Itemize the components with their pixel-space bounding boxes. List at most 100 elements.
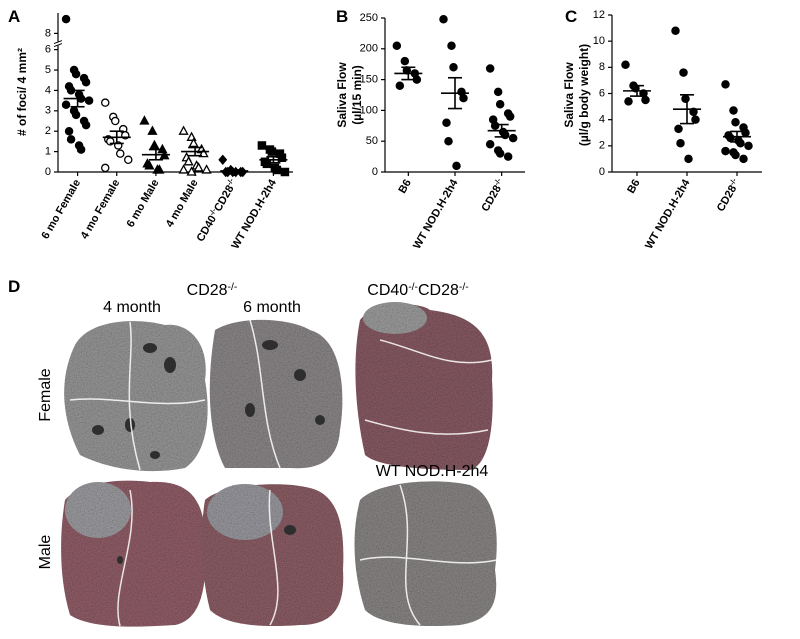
tissue-lobe bbox=[363, 302, 427, 334]
y-axis-label: (µl/15 min) bbox=[350, 65, 364, 125]
infiltrate bbox=[92, 425, 104, 435]
y-tick-label: 5 bbox=[45, 64, 51, 76]
column-label: 4 month bbox=[103, 299, 161, 316]
data-point bbox=[671, 26, 680, 35]
data-point bbox=[739, 154, 748, 164]
data-point bbox=[198, 147, 209, 158]
data-point bbox=[449, 63, 458, 72]
data-point bbox=[61, 100, 71, 109]
infiltrate bbox=[125, 418, 135, 432]
infiltrate bbox=[245, 403, 255, 417]
data-point bbox=[272, 165, 282, 175]
data-point bbox=[101, 98, 110, 107]
tissue-details bbox=[92, 340, 325, 564]
x-tick-label: CD40-/-CD28-/- bbox=[194, 176, 240, 243]
data-point bbox=[218, 154, 228, 165]
data-point bbox=[71, 69, 81, 79]
y-axis-label: Saliva Flow bbox=[335, 62, 349, 128]
y-tick-label: 50 bbox=[366, 135, 378, 147]
data-point bbox=[679, 68, 688, 77]
y-tick-label: 2 bbox=[599, 140, 605, 152]
x-tick-label: 4 mo Female bbox=[79, 178, 123, 242]
data-point bbox=[395, 81, 405, 91]
x-tick-label: WT NOD.H-2h4 bbox=[230, 177, 280, 252]
y-tick-label: 0 bbox=[45, 166, 51, 178]
data-point bbox=[681, 94, 690, 103]
data-point bbox=[262, 159, 272, 169]
y-axis-label: Saliva Flow bbox=[562, 62, 576, 128]
data-point bbox=[400, 56, 410, 66]
data-point bbox=[178, 164, 189, 174]
y-tick-label: 1 bbox=[45, 146, 51, 158]
y-tick-label: 150 bbox=[360, 74, 378, 86]
data-point bbox=[76, 145, 86, 154]
data-point bbox=[731, 150, 740, 160]
data-point bbox=[490, 121, 500, 131]
data-point bbox=[193, 162, 204, 172]
data-point bbox=[81, 120, 91, 130]
septum bbox=[364, 419, 489, 435]
data-point bbox=[183, 156, 194, 166]
data-point bbox=[139, 115, 150, 125]
infiltrate bbox=[150, 451, 160, 459]
x-tick-label: CD28-/- bbox=[479, 176, 508, 213]
row-label: Male bbox=[37, 535, 54, 570]
data-point bbox=[178, 125, 189, 135]
data-point bbox=[101, 163, 110, 173]
data-point bbox=[485, 140, 495, 149]
x-tick-label: B6 bbox=[397, 178, 414, 196]
data-point bbox=[439, 14, 448, 24]
y-tick-label: 3 bbox=[45, 105, 51, 117]
data-point bbox=[452, 161, 461, 171]
y-tick-label: 0 bbox=[372, 166, 378, 178]
data-point bbox=[676, 138, 685, 148]
y-tick-label: 4 bbox=[45, 84, 51, 96]
row-label: Female bbox=[37, 368, 54, 421]
data-point bbox=[495, 149, 505, 158]
infiltrate bbox=[294, 369, 306, 381]
y-tick-label: 0 bbox=[599, 166, 605, 178]
y-tick-label: 6 bbox=[599, 87, 605, 99]
panel-label: C bbox=[565, 7, 577, 26]
data-point bbox=[493, 87, 503, 97]
data-point bbox=[674, 124, 683, 134]
data-point bbox=[61, 14, 71, 24]
y-tick-label: 100 bbox=[360, 104, 378, 116]
data-point bbox=[267, 147, 277, 156]
septum bbox=[399, 484, 421, 626]
tissue-female-4mo bbox=[64, 321, 208, 472]
data-point bbox=[144, 160, 155, 170]
y-tick-label: 2 bbox=[45, 125, 51, 137]
column-label: 6 month bbox=[243, 299, 301, 316]
data-point bbox=[277, 153, 287, 162]
data-point bbox=[154, 164, 165, 174]
data-point bbox=[186, 166, 197, 176]
data-point bbox=[81, 78, 91, 87]
panel-label: B bbox=[336, 7, 348, 26]
data-point bbox=[485, 64, 495, 73]
data-point bbox=[731, 118, 740, 127]
data-point bbox=[721, 80, 730, 89]
y-tick-label: 4 bbox=[599, 114, 605, 126]
tissue-lobe bbox=[207, 484, 283, 540]
data-point bbox=[147, 125, 158, 135]
data-point bbox=[729, 106, 738, 115]
septum bbox=[359, 556, 498, 564]
data-point bbox=[508, 133, 518, 143]
x-tick-label: CD28-/- bbox=[714, 176, 743, 213]
data-point bbox=[188, 137, 199, 148]
data-point bbox=[684, 154, 693, 164]
group-title: CD28-/- bbox=[187, 282, 238, 300]
data-point bbox=[624, 97, 633, 106]
tissue-septa bbox=[69, 319, 498, 627]
infiltrate bbox=[164, 357, 176, 373]
data-point bbox=[149, 139, 160, 150]
data-point bbox=[257, 141, 267, 150]
infiltrate bbox=[117, 556, 123, 564]
y-tick-label: 200 bbox=[360, 43, 378, 55]
x-tick-label: WT NOD.H-2h4 bbox=[411, 177, 461, 252]
data-point bbox=[111, 116, 120, 126]
infiltrate bbox=[284, 525, 296, 535]
data-point bbox=[66, 135, 76, 144]
